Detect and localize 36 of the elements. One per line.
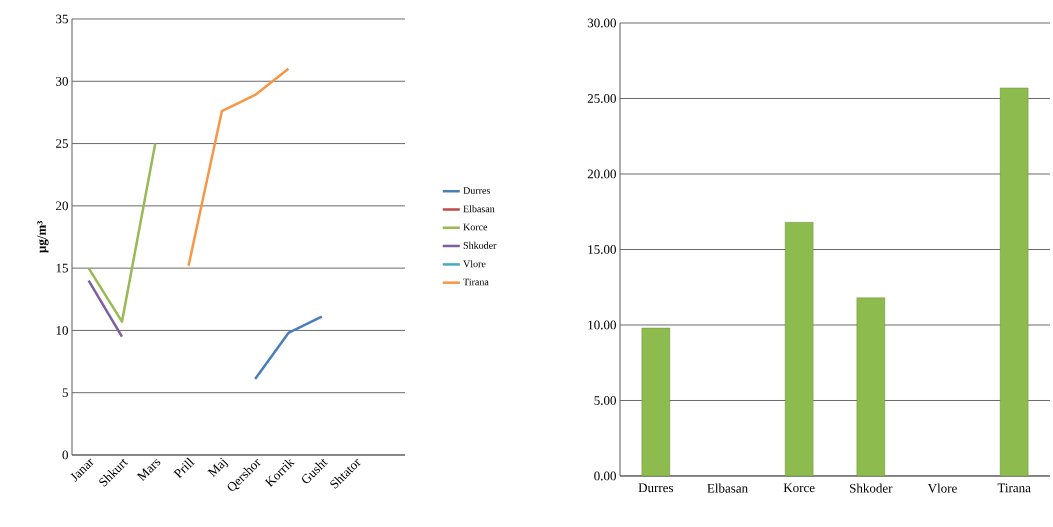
bar [784,222,814,477]
bar [856,297,886,477]
x-tick-label: Korce [783,483,815,493]
legend-label: Elbasan [463,205,495,213]
legend-label: Korce [463,223,488,231]
y-tick-label: 10 [56,326,68,335]
y-tick-label: 35 [56,14,68,24]
y-tick-label: 30.00 [587,18,616,28]
line-series [187,67,290,267]
x-tick-label: Vlore [927,483,957,493]
y-tick-label: 25.00 [587,94,616,103]
y-axis-title: µg/m³ [37,221,49,253]
legend-label: Durres [463,187,490,194]
y-tick-label: 0 [62,450,68,460]
x-tick-label: Durres [638,483,674,493]
y-tick-label: 20.00 [587,169,616,179]
y-tick-label: 5 [62,388,68,398]
legend-label: Shkoder [463,241,497,249]
x-tick-label: Elbasan [707,483,748,493]
legend-label: Vlore [463,260,486,268]
x-tick-label: Maj [207,457,229,478]
y-tick-label: 20 [56,201,68,211]
y-tick-label: 5.00 [594,396,616,405]
x-tick-label: Prill [173,457,195,479]
x-tick-label: Tirana [997,483,1031,493]
y-tick-label: 10.00 [588,320,616,330]
y-tick-label: 15 [56,263,68,273]
bar [999,87,1029,477]
x-tick-label: Shkoder [850,483,893,493]
x-tick-label: Mars [136,459,161,482]
y-tick-label: 15.00 [588,245,616,254]
legend-label: Tirana [463,278,489,286]
y-tick-label: 30 [56,76,68,86]
y-tick-label: 25 [56,139,68,148]
y-tick-label: 0.00 [594,471,616,481]
bar [641,327,671,477]
